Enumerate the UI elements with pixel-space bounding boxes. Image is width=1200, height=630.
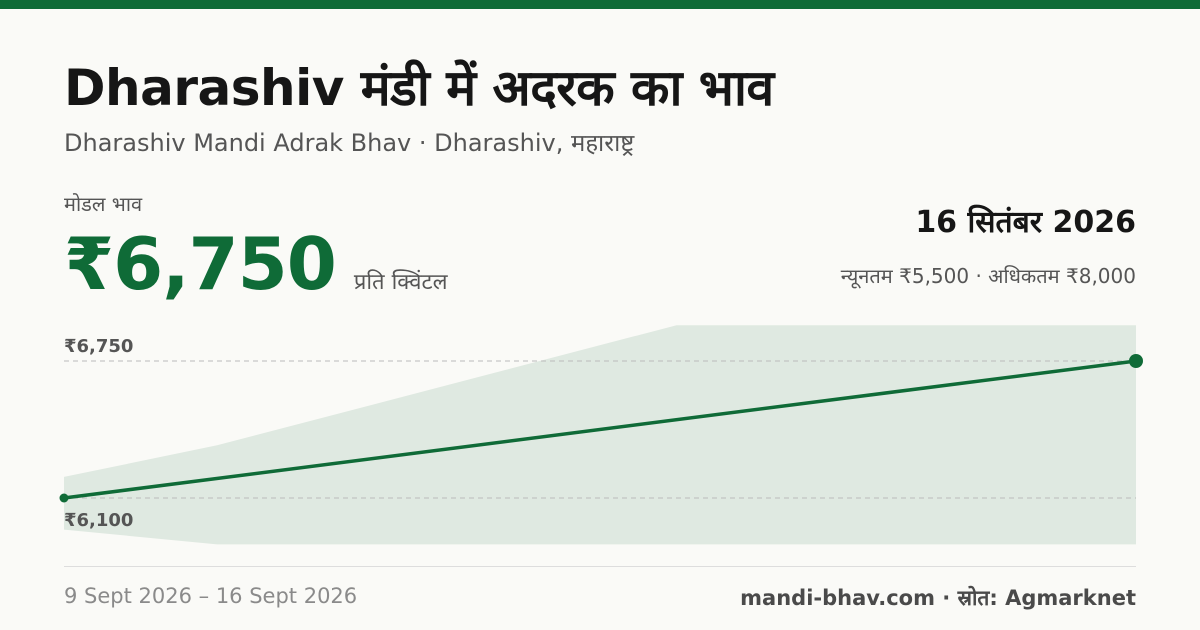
source-credit: mandi-bhav.com · स्रोत: Agmarknet <box>740 586 1136 610</box>
reference-label: ₹6,750 <box>64 336 133 357</box>
footer-divider <box>64 566 1136 567</box>
reference-lines <box>64 360 1136 499</box>
data-point <box>1129 354 1143 368</box>
price-date: 16 सितंबर 2026 <box>915 205 1136 240</box>
min-max-prices: न्यूनतम ₹5,500 · अधिकतम ₹8,000 <box>840 264 1136 288</box>
data-points <box>59 354 1143 503</box>
top-accent-bar <box>0 0 1200 9</box>
date-range: 9 Sept 2026 – 16 Sept 2026 <box>64 584 358 608</box>
page-title: Dharashiv मंडी में अदरक का भाव <box>64 59 774 117</box>
page-subtitle: Dharashiv Mandi Adrak Bhav · Dharashiv, … <box>64 129 635 157</box>
data-point <box>59 493 69 503</box>
reference-labels: ₹6,750 ₹6,100 <box>64 336 133 531</box>
reference-label: ₹6,100 <box>64 510 133 531</box>
model-price-value: ₹6,750 <box>64 222 337 306</box>
model-price-label: मोडल भाव <box>64 192 143 216</box>
price-range-band <box>64 325 1136 545</box>
modal-price-line <box>63 359 1137 500</box>
price-row: ₹6,750 प्रति क्विंटल <box>64 222 448 306</box>
price-unit: प्रति क्विंटल <box>353 270 448 295</box>
